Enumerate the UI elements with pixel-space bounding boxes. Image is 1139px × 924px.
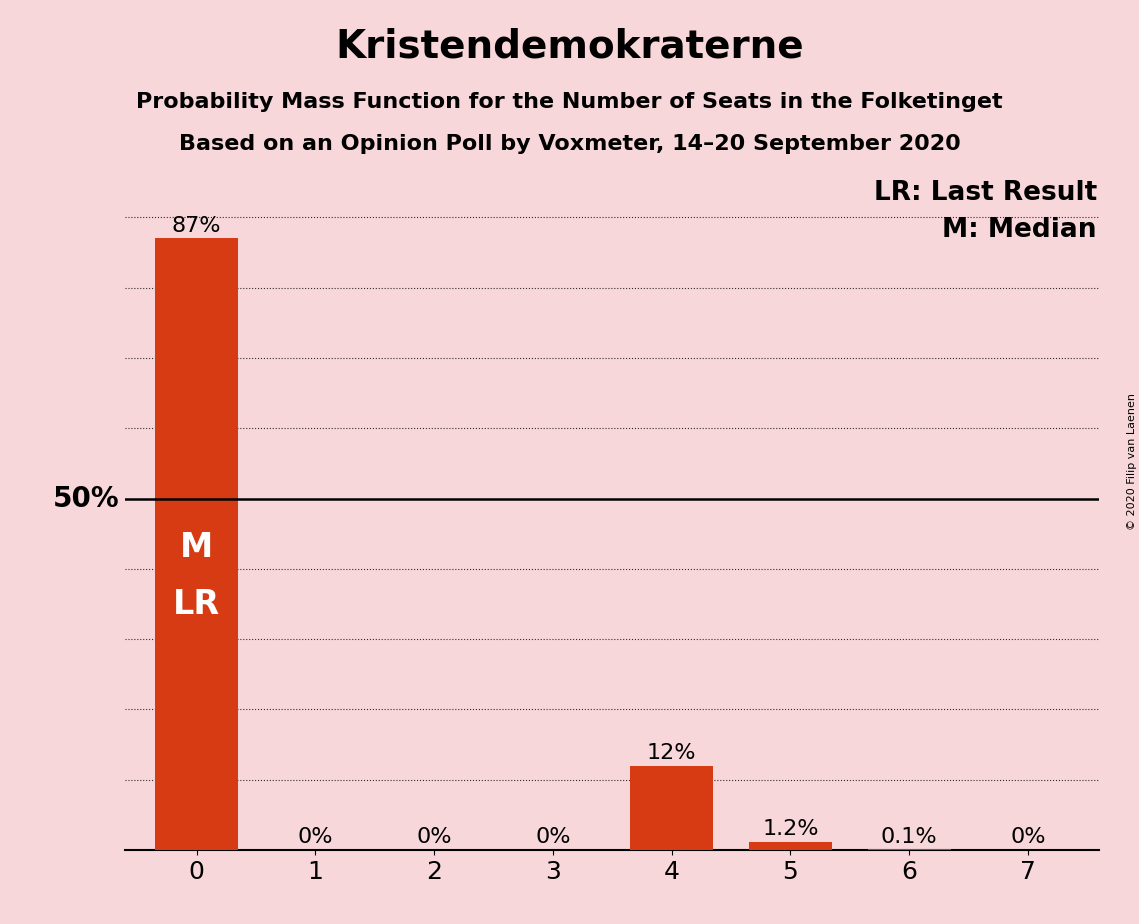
Text: 0%: 0% [1010, 827, 1046, 847]
Text: 0%: 0% [417, 827, 452, 847]
Text: M: M [180, 531, 213, 565]
Text: 50%: 50% [54, 484, 120, 513]
Text: © 2020 Filip van Laenen: © 2020 Filip van Laenen [1126, 394, 1137, 530]
Bar [155, 238, 238, 850]
Text: 12%: 12% [647, 743, 696, 763]
Text: Based on an Opinion Poll by Voxmeter, 14–20 September 2020: Based on an Opinion Poll by Voxmeter, 14… [179, 134, 960, 154]
Text: 0%: 0% [297, 827, 333, 847]
Bar [630, 766, 713, 850]
Text: LR: LR [173, 588, 220, 621]
Text: Kristendemokraterne: Kristendemokraterne [335, 28, 804, 66]
Text: 0.1%: 0.1% [880, 827, 937, 847]
Text: M: Median: M: Median [942, 217, 1097, 243]
Text: 0%: 0% [535, 827, 571, 847]
Bar [748, 842, 831, 850]
Text: 87%: 87% [172, 215, 221, 236]
Text: Probability Mass Function for the Number of Seats in the Folketinget: Probability Mass Function for the Number… [137, 92, 1002, 113]
Text: 1.2%: 1.2% [762, 819, 819, 839]
Text: LR: Last Result: LR: Last Result [874, 180, 1097, 206]
